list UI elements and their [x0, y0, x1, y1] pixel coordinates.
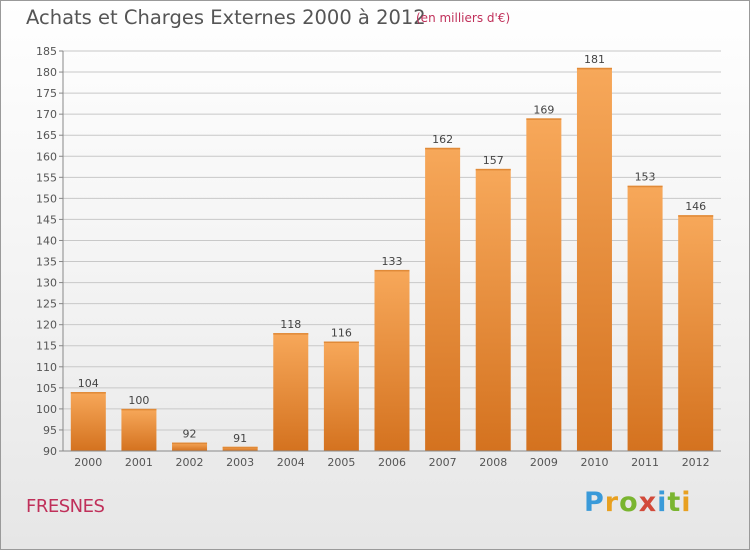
y-tick-label: 150: [36, 192, 57, 205]
bar: [374, 269, 410, 451]
bar-top-edge: [222, 446, 258, 449]
data-label: 146: [685, 200, 706, 213]
data-label: 169: [533, 103, 554, 116]
bar: [526, 118, 562, 452]
x-tick-label: 2007: [429, 456, 457, 469]
bar-top-edge: [273, 333, 309, 335]
y-tick-label: 90: [43, 445, 57, 458]
x-tick-label: 2005: [327, 456, 355, 469]
bar: [425, 147, 461, 451]
bar: [172, 442, 208, 451]
brand-letter: x: [638, 487, 658, 518]
x-tick-label: 2000: [74, 456, 102, 469]
y-tick-label: 180: [36, 66, 57, 79]
data-label: 116: [331, 327, 352, 340]
y-tick-label: 125: [36, 298, 57, 311]
bar-top-edge: [425, 147, 461, 150]
x-axis-ticks: 2000 2001 2002 2003 2004 2005 2006 2007 2008 2009…: [74, 456, 709, 469]
y-axis-ticks: 90 95 100 105 110 115 120 125 130 135 140 145 150 155…: [36, 45, 63, 458]
y-tick-label: 145: [36, 213, 57, 226]
bar: [475, 168, 511, 452]
bar-top-edge: [576, 67, 612, 70]
chart-title: Achats et Charges Externes 2000 à 2012: [26, 6, 426, 29]
bar-top-edge: [374, 269, 410, 272]
x-tick-label: 2003: [226, 456, 254, 469]
y-tick-label: 130: [36, 277, 57, 290]
data-label: 153: [635, 171, 656, 184]
y-tick-label: 185: [36, 45, 57, 58]
bar: [576, 67, 612, 451]
bars: [70, 67, 714, 452]
brand-letter: t: [667, 487, 682, 518]
bar-top-edge: [172, 442, 208, 445]
y-tick-label: 135: [36, 256, 57, 269]
data-label: 92: [183, 428, 197, 441]
brand-letter: i: [681, 487, 692, 518]
y-tick-label: 170: [36, 108, 57, 121]
commune-name: FRESNES: [26, 496, 105, 517]
y-tick-label: 160: [36, 150, 57, 163]
y-tick-label: 140: [36, 234, 57, 247]
brand-letter: o: [619, 487, 639, 518]
brand-letter: P: [584, 487, 605, 518]
bar-top-edge: [627, 185, 663, 188]
data-label: 133: [382, 255, 403, 268]
brand-letter: i: [657, 487, 668, 518]
bar: [273, 333, 309, 451]
bar: [70, 392, 106, 451]
bar-top-edge: [475, 168, 511, 171]
bar: [678, 215, 714, 451]
y-tick-label: 95: [43, 424, 57, 437]
chart-unit: (en milliers d'€): [416, 11, 511, 25]
y-tick-label: 120: [36, 319, 57, 332]
bar: [121, 408, 157, 451]
x-tick-label: 2006: [378, 456, 406, 469]
data-labels: 104 100 92 91 118 116 133 162 157 169 181 153 146: [78, 53, 706, 445]
bar-top-edge: [678, 215, 714, 217]
bar-top-edge: [70, 392, 106, 394]
axes: [62, 51, 721, 452]
bar: [222, 446, 258, 451]
bar: [627, 185, 663, 451]
data-label: 181: [584, 53, 605, 66]
bar-top-edge: [323, 341, 359, 344]
x-tick-label: 2002: [176, 456, 204, 469]
data-label: 100: [128, 394, 149, 407]
data-label: 162: [432, 133, 453, 146]
data-label: 118: [280, 318, 301, 331]
x-tick-label: 2009: [530, 456, 558, 469]
x-tick-label: 2004: [277, 456, 305, 469]
y-tick-label: 165: [36, 129, 57, 142]
x-tick-label: 2011: [631, 456, 659, 469]
proxiti-logo[interactable]: Proxiti: [584, 487, 692, 518]
bar-top-edge: [526, 118, 562, 120]
y-tick-label: 100: [36, 403, 57, 416]
data-label: 157: [483, 154, 504, 167]
bar: [323, 341, 359, 451]
y-tick-label: 105: [36, 382, 57, 395]
x-tick-label: 2012: [682, 456, 710, 469]
bar-top-edge: [121, 408, 157, 411]
data-label: 104: [78, 377, 99, 390]
x-tick-label: 2008: [479, 456, 507, 469]
x-tick-label: 2001: [125, 456, 153, 469]
data-label: 91: [233, 432, 247, 445]
y-tick-label: 155: [36, 171, 57, 184]
y-tick-label: 110: [36, 361, 57, 374]
y-tick-label: 175: [36, 87, 57, 100]
y-tick-label: 115: [36, 340, 57, 353]
x-tick-label: 2010: [580, 456, 608, 469]
brand-letter: r: [604, 487, 620, 518]
